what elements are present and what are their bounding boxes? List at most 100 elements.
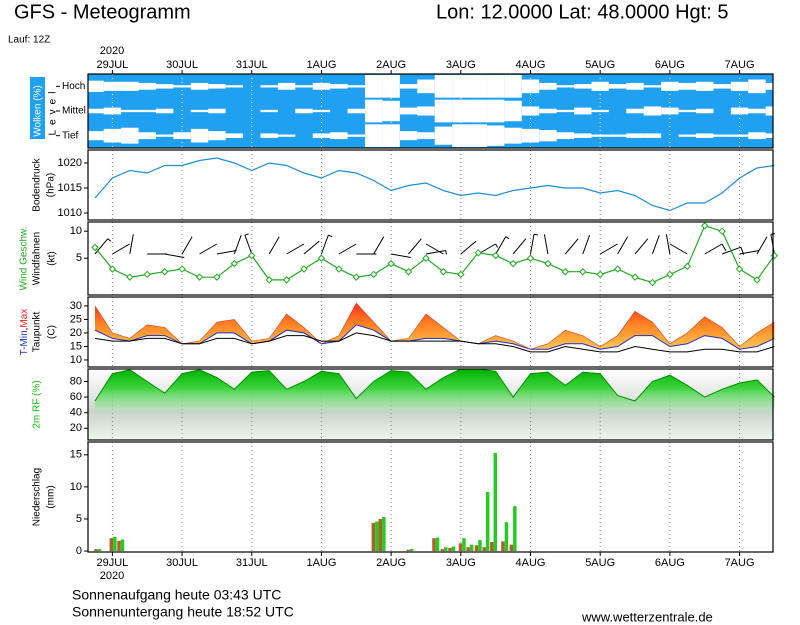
x-tick-label: 5AUG [585, 59, 615, 71]
wind-marker [735, 265, 744, 273]
wind-marker [335, 265, 343, 273]
cloud-cell [434, 99, 453, 123]
cloud-cell [574, 133, 592, 138]
x-tick-label: 5AUG [585, 557, 615, 569]
level-label: Mittel [62, 106, 86, 117]
wind-barb [129, 234, 134, 255]
x-tick-label: 4AUG [516, 59, 546, 71]
panel-bg [88, 442, 773, 552]
cloud-cell [486, 74, 505, 98]
precip-bar [469, 544, 474, 552]
series-name: T-Min [19, 330, 30, 355]
wind-barb [512, 238, 527, 255]
wind-barb [756, 236, 768, 255]
title: GFS - Meteogramm [14, 1, 191, 23]
cloud-cell [661, 81, 679, 91]
wind-barb [739, 250, 760, 255]
precip-bar [371, 522, 376, 552]
precip-bar [97, 549, 102, 552]
wind-marker [143, 270, 151, 279]
y-label: Wind Geschw. [19, 227, 30, 291]
y-tick-label: 15 [70, 340, 82, 352]
precip-bar [375, 521, 379, 552]
panel-frame [87, 221, 774, 296]
ylabel-box [30, 77, 45, 139]
y-tick-label: 25 [70, 313, 82, 325]
cloud-cell [748, 132, 766, 140]
wind-marker [230, 259, 239, 268]
cloud-cell [713, 84, 731, 89]
precip-bar [474, 545, 479, 552]
precip-bar [509, 544, 514, 552]
cloud-cell [295, 85, 313, 88]
y-tick-label: 10 [70, 354, 82, 366]
wind-barb [704, 243, 727, 255]
cloud-cell [382, 74, 400, 98]
temp-line [94, 302, 775, 350]
cloud-cell [382, 100, 400, 122]
location: Lon: 12.0000 Lat: 48.0000 Hgt: 5 [436, 1, 728, 23]
y-tick-label: 60 [70, 391, 82, 403]
cloud-cell [155, 108, 174, 114]
cloud-cell [452, 74, 470, 98]
x-tick-label: 2AUG [376, 59, 406, 71]
cloud-cell [539, 82, 557, 90]
wind-marker [631, 273, 639, 281]
precip-bar [504, 522, 509, 552]
cloud-cell [295, 108, 313, 114]
wind-marker [683, 262, 691, 271]
wind-marker [579, 268, 587, 276]
cloud-cell [347, 134, 365, 137]
cloud-cell [138, 132, 156, 140]
wind-marker [178, 265, 186, 273]
precip-bar [94, 549, 98, 552]
cloud-cell [364, 124, 383, 148]
precip-bar [478, 540, 482, 552]
cloud-cell [399, 84, 418, 89]
precip-bar [432, 538, 436, 552]
y-label: Taupunkt [32, 311, 43, 352]
wind-barb [634, 238, 649, 255]
wind-marker [369, 270, 378, 279]
cloud-cell [347, 108, 365, 114]
cloud-cell [504, 100, 522, 122]
cloud-cell [556, 109, 575, 113]
cloud-cell [452, 99, 470, 123]
cloud-cell [539, 129, 557, 142]
wind-barb [669, 243, 688, 255]
cloud-cell [469, 124, 487, 148]
cloud-cell [730, 134, 749, 137]
cloud-cell [330, 132, 348, 140]
cloud-cell [504, 74, 522, 98]
y-tick-label: 1020 [58, 157, 82, 169]
series-name: Max [19, 309, 30, 328]
cloud-cell [103, 128, 122, 143]
y-tick-label: 15 [70, 449, 82, 461]
cloud-cell [626, 82, 644, 90]
cloud-cell [591, 134, 609, 137]
wind-marker [404, 268, 413, 276]
wind-marker [387, 259, 395, 268]
cloud-cell [86, 108, 104, 114]
wind-barb [651, 235, 660, 255]
precip-bar [490, 542, 494, 552]
cloud-cell [521, 79, 540, 94]
y-label: Bodendruck [32, 157, 43, 211]
panel-frame [87, 441, 774, 553]
cloud-cell [730, 107, 749, 115]
wind-speed-line [94, 225, 775, 284]
wind-barb [425, 243, 444, 255]
cloud-cell [260, 85, 278, 88]
precip-bar [493, 452, 498, 552]
separator: , [19, 328, 30, 331]
cloud-cell [190, 82, 209, 90]
cloud-cell [103, 107, 122, 115]
x-tick-label: 7AUG [725, 557, 755, 569]
cloud-cell [190, 128, 209, 143]
y-tick-label: 20 [70, 422, 82, 434]
x-tick-label: 29JUL [96, 557, 128, 569]
panel-bg [88, 222, 773, 295]
cloud-cell [695, 108, 714, 114]
wind-barb [530, 233, 538, 255]
cloud-cell [643, 106, 662, 116]
